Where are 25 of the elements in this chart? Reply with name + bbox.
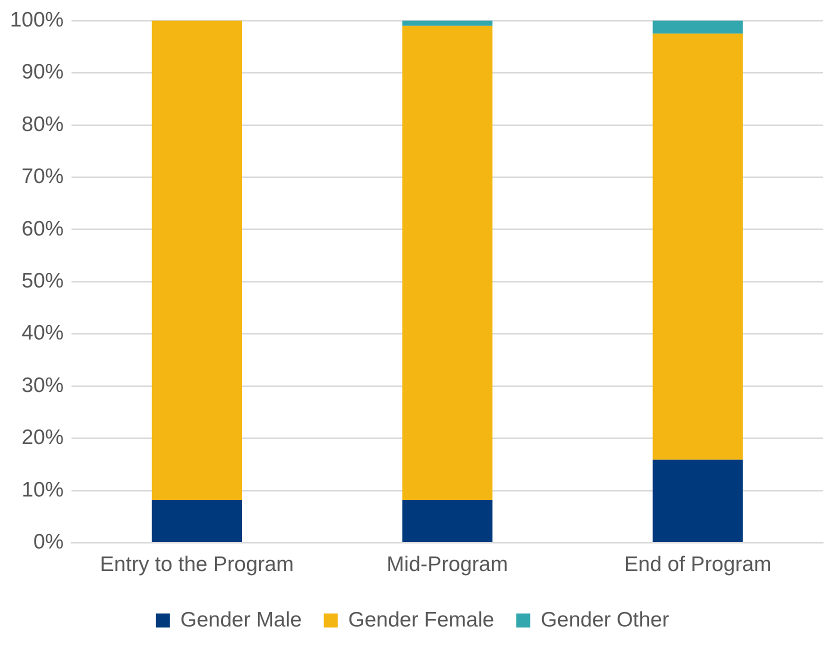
bar: [402, 20, 492, 26]
y-tick-label: 20%: [22, 426, 64, 450]
y-tick-label: 70%: [22, 165, 64, 188]
bar: [402, 26, 492, 500]
x-tick-label: Entry to the Program: [100, 553, 294, 576]
y-tick-label: 50%: [22, 269, 64, 292]
y-tick-label: 100%: [10, 8, 64, 32]
bar: [152, 500, 242, 542]
legend-label: Gender Female: [348, 608, 494, 632]
y-tick-label: 30%: [22, 374, 64, 397]
y-tick-label: 40%: [22, 322, 64, 345]
y-tick-label: 80%: [22, 112, 64, 136]
bar: [652, 460, 743, 542]
legend-label: Gender Male: [180, 608, 302, 632]
x-tick-label: Mid-Program: [386, 553, 508, 576]
bar: [152, 20, 242, 500]
bar: [652, 20, 743, 34]
x-tick-label: End of Program: [624, 553, 772, 576]
bar: [402, 500, 492, 542]
legend-label: Gender Other: [540, 608, 670, 632]
bar: [652, 34, 743, 460]
y-tick-label: 90%: [22, 60, 64, 84]
y-tick-label: 0%: [33, 530, 64, 554]
y-tick-label: 60%: [22, 217, 64, 240]
y-tick-label: 10%: [22, 478, 64, 502]
